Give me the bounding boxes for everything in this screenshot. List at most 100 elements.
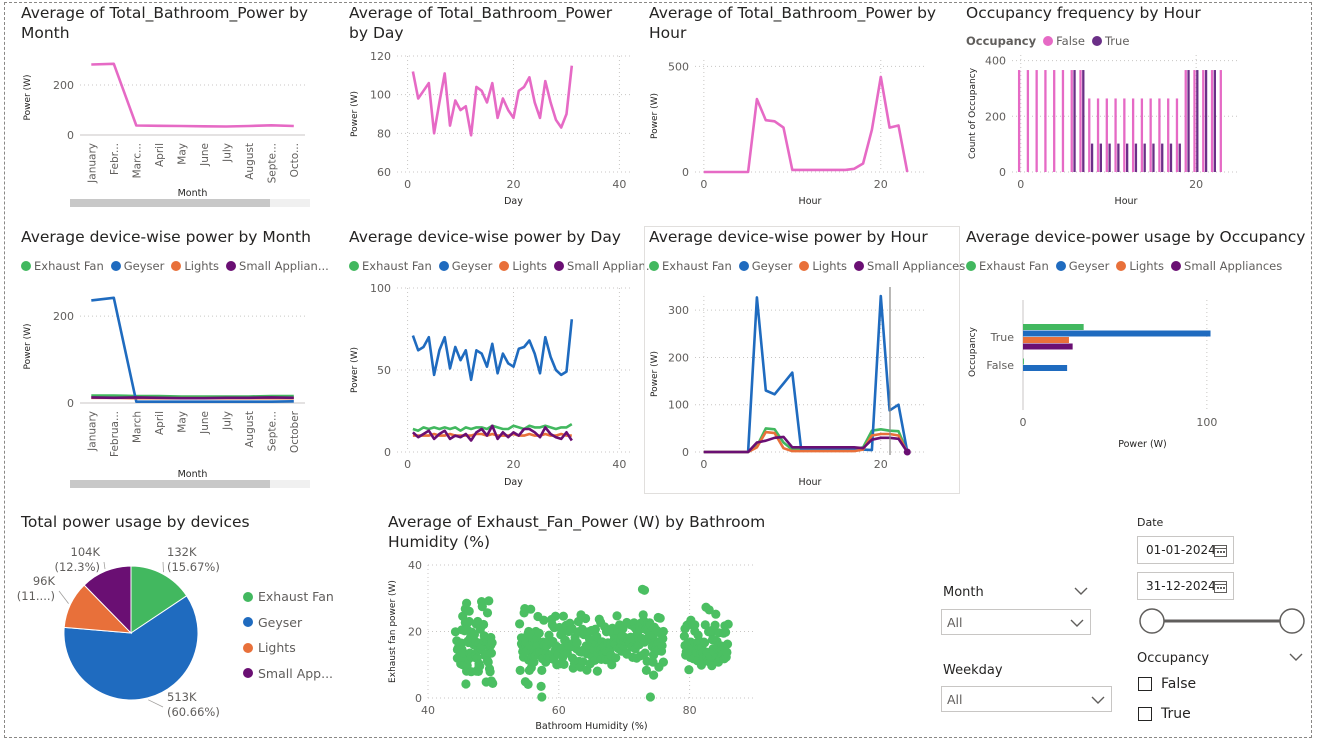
x-tick-label: 0 <box>404 458 411 471</box>
legend-item-geyser[interactable]: Geyser <box>110 259 164 273</box>
scrollbar-thumb[interactable] <box>70 480 270 488</box>
scatter-point <box>515 665 525 676</box>
scatter-point <box>640 648 650 658</box>
y-tick-label: 0 <box>682 166 689 179</box>
legend-item-geyser[interactable]: Geyser <box>243 610 334 636</box>
slider-handle-start[interactable] <box>1139 608 1165 634</box>
legend-label: Exhaust Fan <box>362 259 432 273</box>
series-line <box>411 319 574 382</box>
chevron-down-icon <box>1091 696 1105 704</box>
occupancy-option-false[interactable]: False <box>1138 676 1196 692</box>
legend-label: Geyser <box>258 614 303 630</box>
x-category-label: Febr... <box>109 143 121 175</box>
bar <box>1023 358 1024 365</box>
x-tick-label: 0 <box>700 458 707 471</box>
chart-title-fan-vs-humidity: Average of Exhaust_Fan_Power (W) by Bath… <box>388 513 766 551</box>
chevron-down-icon[interactable] <box>1289 652 1303 662</box>
y-tick-label: 200 <box>53 79 74 92</box>
dot-icon <box>499 261 510 271</box>
bar <box>1167 98 1170 172</box>
legend-item-exhaust-fan[interactable]: Exhaust Fan <box>243 584 334 610</box>
bar <box>1023 365 1068 371</box>
scatter-point <box>658 633 668 644</box>
legend-item-small-appliances[interactable]: Small Appliances <box>854 259 965 273</box>
bar <box>1023 324 1084 330</box>
legend-item-true[interactable]: True <box>1091 34 1129 48</box>
checkbox-label: True <box>1161 706 1191 722</box>
legend-item-false[interactable]: False <box>1043 34 1085 48</box>
occupancy-option-true[interactable]: True <box>1138 706 1191 722</box>
scatter-point <box>722 639 733 649</box>
scrollbar-thumb[interactable] <box>70 199 270 207</box>
month-dropdown[interactable]: All <box>941 609 1091 635</box>
bar <box>1131 98 1135 172</box>
bar <box>1035 70 1038 172</box>
scatter-point <box>461 679 471 689</box>
y-axis-label: Occupancy <box>968 326 978 377</box>
scatter-point <box>539 615 549 625</box>
start-date-input[interactable]: 01-01-2024 <box>1137 536 1234 564</box>
dot-icon <box>738 261 749 271</box>
calendar-icon[interactable] <box>1214 544 1227 557</box>
x-tick-label: 0 <box>1017 178 1024 191</box>
bar <box>1126 143 1129 172</box>
series-line <box>91 396 294 400</box>
scatter-point <box>464 616 474 627</box>
legend-label: Exhaust Fan <box>34 259 104 273</box>
end-date-input[interactable]: 31-12-2024 <box>1137 572 1234 600</box>
checkbox[interactable] <box>1138 677 1152 691</box>
pie-slice <box>83 565 132 635</box>
legend-item-small-appliances[interactable]: Small Appliances <box>1171 259 1282 273</box>
legend-item-exhaust-fan[interactable]: Exhaust Fan <box>21 259 104 273</box>
pie-leader-line <box>58 590 69 604</box>
legend-item-geyser[interactable]: Geyser <box>738 259 792 273</box>
legend-item-small-appliances[interactable]: Small Applian... <box>226 259 329 273</box>
chart-title-device-by-hour: Average device-wise power by Hour <box>649 228 928 246</box>
legend-item-geyser[interactable]: Geyser <box>438 259 493 273</box>
dot-icon <box>226 261 237 271</box>
bar <box>1061 70 1065 172</box>
weekday-dropdown[interactable]: All <box>941 686 1112 712</box>
scatter-point <box>475 661 485 671</box>
legend-label: Lights <box>258 640 296 656</box>
x-tick-label: 60 <box>552 704 566 717</box>
legend-label: Geyser <box>451 259 493 273</box>
chart-title-occupancy-frequency: Occupancy frequency by Hour <box>966 4 1201 22</box>
checkbox[interactable] <box>1138 707 1152 721</box>
scatter-point <box>484 596 494 606</box>
legend-item-exhaust-fan[interactable]: Exhaust Fan <box>649 259 732 273</box>
series-line <box>703 435 909 454</box>
y-axis-label: Power (W) <box>23 324 33 370</box>
slider-handle-end[interactable] <box>1279 608 1305 634</box>
scatter-point <box>482 608 493 618</box>
checkbox-label: False <box>1161 676 1197 692</box>
date-range-slider[interactable] <box>1136 606 1308 638</box>
legend-label: Lights <box>184 259 220 273</box>
pie-data-label: (11....) <box>17 589 55 603</box>
legend-label: Lights <box>512 259 548 273</box>
scatter-point <box>679 631 690 641</box>
legend-item-lights[interactable]: Lights <box>1116 259 1164 273</box>
legend-label: Small App... <box>258 665 334 681</box>
chevron-down-icon[interactable] <box>1074 586 1088 596</box>
scatter-point <box>711 609 721 619</box>
legend-item-lights[interactable]: Lights <box>499 259 547 273</box>
legend-item-geyser[interactable]: Geyser <box>1055 259 1109 273</box>
legend-item-exhaust-fan[interactable]: Exhaust Fan <box>349 259 432 273</box>
scatter-point <box>641 665 652 676</box>
legend-item-lights[interactable]: Lights <box>799 259 847 273</box>
dot-icon <box>243 591 253 602</box>
legend-item-small-appliances[interactable]: Small Applian... <box>554 259 657 273</box>
legend-item-lights[interactable]: Lights <box>171 259 219 273</box>
legend-item-lights[interactable]: Lights <box>243 635 334 661</box>
legend-item-small-appliances[interactable]: Small App... <box>243 661 334 687</box>
dot-icon <box>243 617 253 628</box>
legend-device-totals: Exhaust Fan Geyser Lights Small App... <box>243 584 334 686</box>
horizontal-scrollbar[interactable] <box>70 199 310 207</box>
legend-item-exhaust-fan[interactable]: Exhaust Fan <box>966 259 1049 273</box>
legend-label: Lights <box>812 259 848 273</box>
calendar-icon[interactable] <box>1214 580 1227 593</box>
horizontal-scrollbar[interactable] <box>70 480 310 488</box>
bar <box>1023 330 1211 337</box>
